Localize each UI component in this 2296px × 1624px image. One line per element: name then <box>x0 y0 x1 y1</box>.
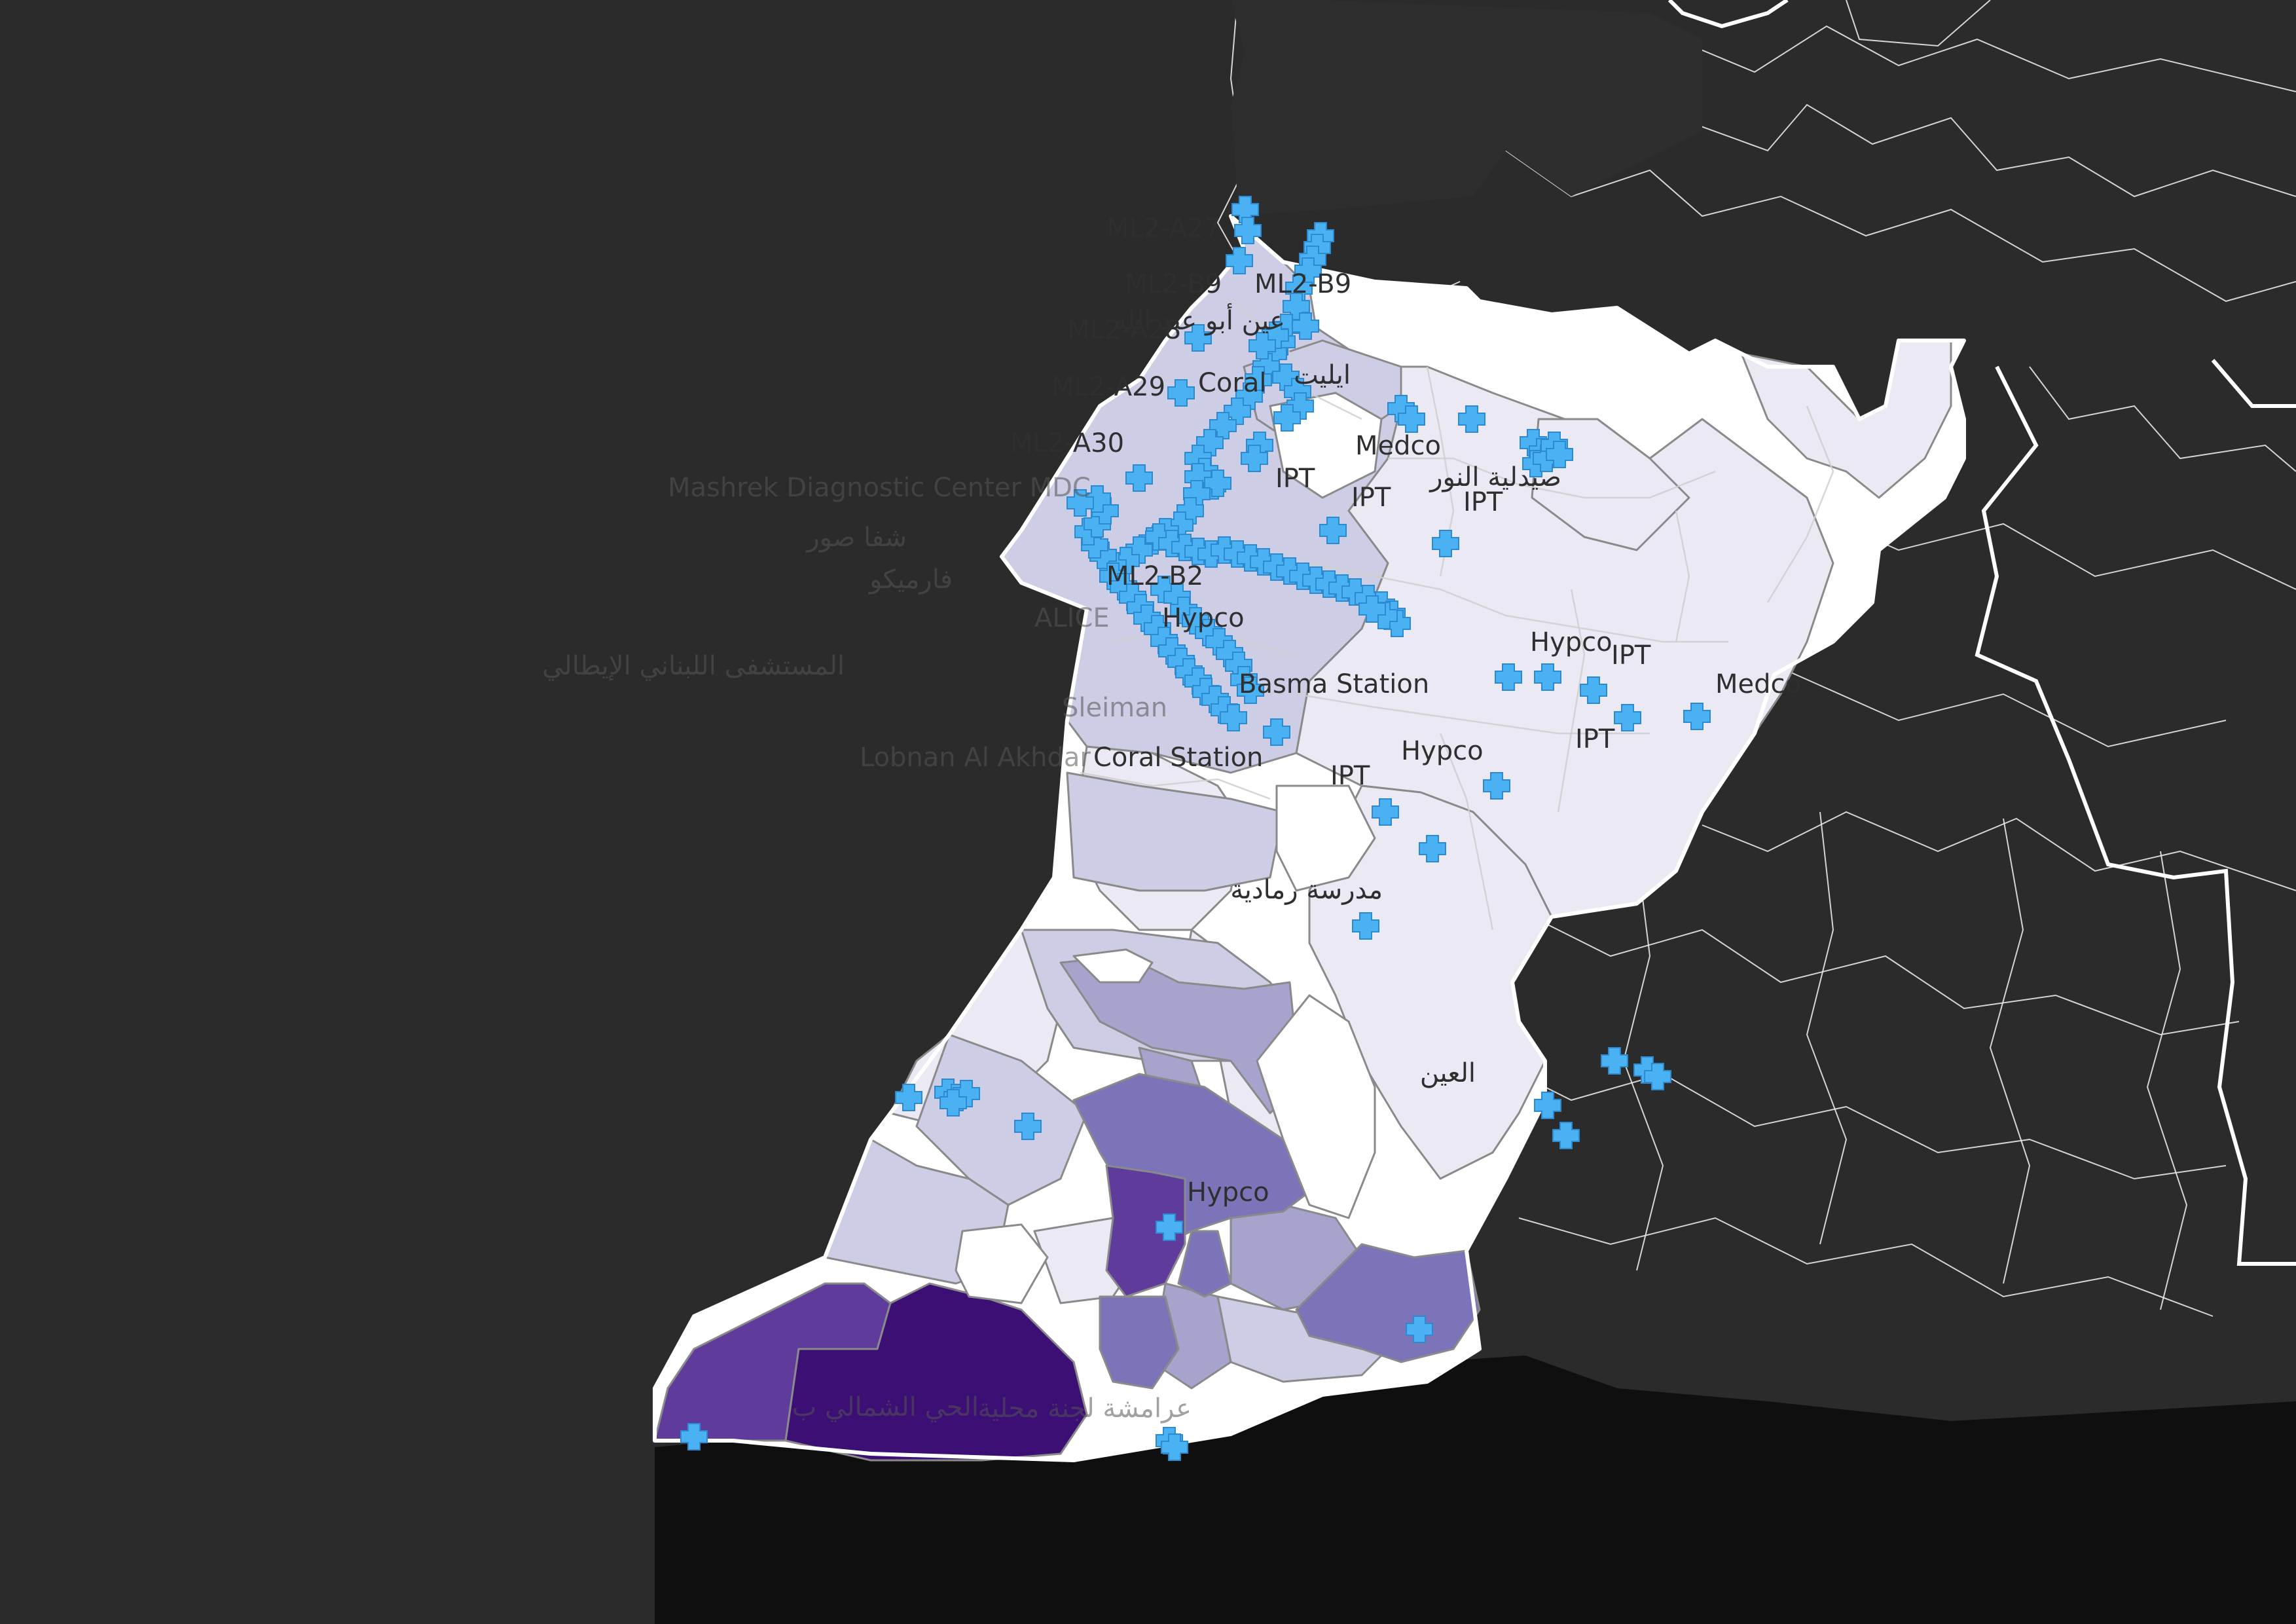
plus-cross-icon[interactable] <box>895 1084 922 1111</box>
plus-cross-icon[interactable] <box>1546 441 1573 468</box>
plus-cross-icon[interactable] <box>1683 703 1711 730</box>
map-label: الحي الشمالي ب <box>792 1392 979 1422</box>
plus-cross-icon[interactable] <box>1552 1122 1580 1149</box>
map-label: ML2-A29 <box>1051 372 1165 402</box>
plus-cross-icon[interactable] <box>1014 1113 1042 1140</box>
border-north <box>1667 0 1789 29</box>
map-label: IPT <box>1275 464 1315 494</box>
map-label: IPT <box>1575 724 1615 754</box>
plus-cross-icon[interactable] <box>1125 464 1153 492</box>
plus-cross-icon[interactable] <box>1245 366 1272 394</box>
map-label: Mashrek Diagnostic Center MDC <box>668 473 1091 503</box>
plus-cross-icon[interactable] <box>1294 257 1322 285</box>
plus-cross-icon[interactable] <box>1220 704 1247 731</box>
plus-cross-icon[interactable] <box>1614 704 1641 731</box>
plus-cross-icon[interactable] <box>1286 392 1314 420</box>
map-label: عين أبو عبد الله <box>1114 303 1285 336</box>
plus-cross-icon[interactable] <box>1235 382 1263 410</box>
map-label: Hypco <box>1530 627 1613 657</box>
plus-cross-icon[interactable] <box>1372 798 1399 826</box>
plus-cross-icon[interactable] <box>1224 397 1251 425</box>
plus-cross-icon[interactable] <box>1580 676 1607 704</box>
map-label: ML2-A27 <box>1106 213 1220 244</box>
plus-cross-icon[interactable] <box>1358 595 1386 623</box>
plus-cross-icon[interactable] <box>1234 217 1262 244</box>
plus-cross-icon[interactable] <box>1263 718 1290 746</box>
map-label: Sleiman <box>1062 693 1167 723</box>
map-label: ML2-B9 <box>1254 269 1351 299</box>
plus-cross-icon[interactable] <box>953 1080 980 1107</box>
plus-cross-icon[interactable] <box>1292 312 1319 340</box>
plus-cross-icon[interactable] <box>1248 332 1276 360</box>
plus-cross-icon[interactable] <box>1644 1063 1671 1090</box>
plus-cross-icon[interactable] <box>680 1423 708 1450</box>
map-label: Medco <box>1355 431 1441 461</box>
map-label: صيدلية النور <box>1429 462 1561 492</box>
plus-cross-icon[interactable] <box>1398 405 1425 433</box>
map-label: ALICE <box>1034 603 1110 633</box>
map-label: شفا صور <box>805 523 907 553</box>
map-label: فارميكو <box>868 564 953 595</box>
north-coast-land <box>1224 0 1702 216</box>
plus-cross-icon[interactable] <box>1125 536 1153 564</box>
map-label: ML2-B2 <box>1106 561 1203 591</box>
plus-cross-icon[interactable] <box>1184 324 1212 352</box>
plus-cross-icon[interactable] <box>1406 1316 1433 1343</box>
facility-markers <box>680 196 1711 1461</box>
plus-cross-icon[interactable] <box>1204 470 1231 497</box>
plus-cross-icon[interactable] <box>1176 497 1204 525</box>
map-label: ML2-A30 <box>1010 428 1124 458</box>
map-label: Lobnan Al Akhdar <box>860 743 1091 773</box>
map-label: المستشفى اللبناني الإيطالي <box>542 651 845 681</box>
plus-cross-icon[interactable] <box>1601 1047 1628 1075</box>
map-label: Basma Station <box>1239 669 1429 699</box>
map-label: Hypco <box>1162 603 1245 633</box>
plus-cross-icon[interactable] <box>1196 429 1224 456</box>
plus-cross-icon[interactable] <box>1262 322 1289 349</box>
plus-cross-icon[interactable] <box>1319 517 1347 544</box>
plus-cross-icon[interactable] <box>1066 489 1094 517</box>
national-border <box>1975 365 2296 1266</box>
plus-cross-icon[interactable] <box>1432 530 1459 557</box>
plus-cross-icon[interactable] <box>1237 676 1264 704</box>
map-label: مدرسة رمادية <box>1230 875 1383 905</box>
map-label: Coral <box>1198 368 1266 398</box>
plus-cross-icon[interactable] <box>1495 663 1522 691</box>
map-label: العين <box>1420 1058 1476 1088</box>
plus-cross-icon[interactable] <box>1534 1092 1561 1119</box>
plus-cross-icon[interactable] <box>1534 663 1561 691</box>
map-label: ايليت <box>1294 360 1351 390</box>
plus-cross-icon[interactable] <box>1167 379 1195 407</box>
map-label: Hypco <box>1401 736 1484 766</box>
map-label: IPT <box>1351 483 1391 513</box>
plus-cross-icon[interactable] <box>1209 412 1237 439</box>
map-label: ML2-A28 <box>1067 315 1181 345</box>
map-label: عرامشة لجنة محلية <box>977 1393 1192 1424</box>
plus-cross-icon[interactable] <box>1241 445 1268 472</box>
border-east <box>2211 359 2296 408</box>
map-label: IPT <box>1611 640 1651 671</box>
plus-cross-icon[interactable] <box>939 1089 967 1116</box>
plus-cross-icon[interactable] <box>1419 835 1446 862</box>
map-label: Medco <box>1715 669 1801 699</box>
region-outline <box>653 214 1966 1462</box>
map-label: IPT <box>1463 487 1503 517</box>
plus-cross-icon[interactable] <box>1352 912 1379 940</box>
map-label: ML2-B9 <box>1125 269 1222 299</box>
plus-cross-icon[interactable] <box>1458 405 1485 433</box>
map-label: Hypco <box>1187 1177 1269 1208</box>
plus-cross-icon[interactable] <box>1156 1213 1183 1241</box>
plus-cross-icon[interactable] <box>1226 247 1253 274</box>
map-label: IPT <box>1330 761 1370 791</box>
plus-cross-icon[interactable] <box>1161 1433 1188 1461</box>
plus-cross-icon[interactable] <box>1273 404 1301 432</box>
plus-cross-icon[interactable] <box>1483 772 1510 800</box>
map-label: Coral Station <box>1093 743 1263 773</box>
